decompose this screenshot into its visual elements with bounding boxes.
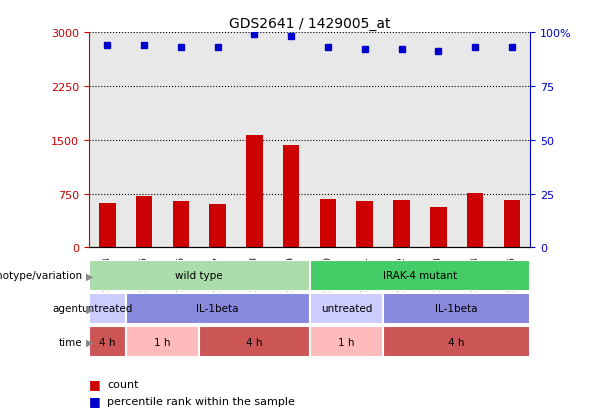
Bar — [126, 293, 310, 324]
Bar — [310, 326, 383, 357]
Text: IL-1beta: IL-1beta — [435, 304, 478, 314]
Text: percentile rank within the sample: percentile rank within the sample — [107, 396, 295, 406]
Title: GDS2641 / 1429005_at: GDS2641 / 1429005_at — [229, 17, 390, 31]
Bar — [346, 33, 383, 248]
Text: time: time — [59, 337, 83, 347]
Text: 4 h: 4 h — [99, 337, 115, 347]
Bar — [310, 33, 346, 248]
Bar — [89, 33, 126, 248]
Bar — [173, 201, 189, 248]
Text: ▶: ▶ — [86, 304, 93, 314]
Bar — [457, 33, 493, 248]
Bar — [236, 33, 273, 248]
Text: untreated: untreated — [321, 304, 372, 314]
Text: 1 h: 1 h — [154, 337, 170, 347]
Bar — [199, 33, 236, 248]
Bar — [493, 33, 530, 248]
Text: ■: ■ — [89, 377, 101, 391]
Bar — [310, 293, 383, 324]
Text: ■: ■ — [89, 394, 101, 407]
Bar — [246, 135, 263, 248]
Bar — [310, 260, 530, 291]
Text: IRAK-4 mutant: IRAK-4 mutant — [383, 271, 457, 281]
Bar — [383, 33, 420, 248]
Bar — [504, 201, 520, 248]
Bar — [89, 293, 126, 324]
Bar — [383, 326, 530, 357]
Bar — [283, 145, 300, 248]
Bar — [420, 33, 457, 248]
Bar — [89, 260, 310, 291]
Bar — [273, 33, 310, 248]
Text: 4 h: 4 h — [449, 337, 465, 347]
Bar — [320, 199, 337, 248]
Text: untreated: untreated — [82, 304, 133, 314]
Bar — [467, 193, 484, 248]
Text: ▶: ▶ — [86, 271, 93, 281]
Bar — [199, 326, 310, 357]
Text: ▶: ▶ — [86, 337, 93, 347]
Text: 4 h: 4 h — [246, 337, 262, 347]
Text: genotype/variation: genotype/variation — [0, 271, 83, 281]
Bar — [126, 33, 162, 248]
Text: count: count — [107, 379, 139, 389]
Bar — [383, 293, 530, 324]
Bar — [430, 208, 447, 248]
Bar — [394, 201, 410, 248]
Bar — [99, 204, 115, 248]
Text: wild type: wild type — [175, 271, 223, 281]
Bar — [357, 202, 373, 248]
Text: IL-1beta: IL-1beta — [196, 304, 239, 314]
Bar — [162, 33, 199, 248]
Bar — [135, 196, 153, 248]
Bar — [126, 326, 199, 357]
Bar — [210, 204, 226, 248]
Text: 1 h: 1 h — [338, 337, 354, 347]
Bar — [89, 326, 126, 357]
Text: agent: agent — [53, 304, 83, 314]
